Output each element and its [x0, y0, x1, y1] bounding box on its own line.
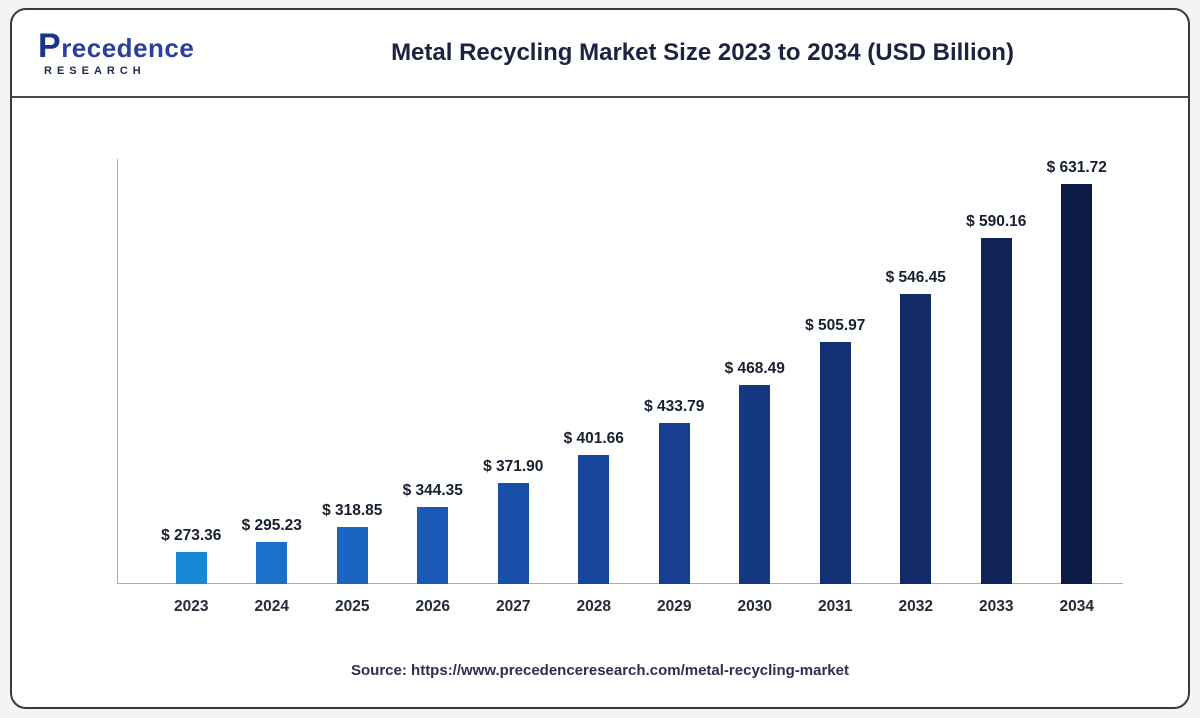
bar-value-label: $ 371.90 [483, 458, 544, 475]
chart-title: Metal Recycling Market Size 2023 to 2034… [391, 39, 1014, 66]
bar [1061, 184, 1093, 584]
bar-column: $ 401.66 2028 [554, 144, 635, 630]
bar-value-label: $ 295.23 [241, 517, 302, 534]
x-axis-line [117, 583, 1123, 584]
bar-value-label: $ 546.45 [885, 269, 946, 286]
bar [497, 483, 529, 584]
brand-subtitle: RESEARCH [44, 65, 146, 77]
x-axis-tick-label: 2033 [979, 598, 1014, 615]
bar-column: $ 318.85 2025 [312, 144, 393, 630]
x-axis-tick-label: 2028 [576, 598, 611, 615]
bar-value-label: $ 590.16 [966, 213, 1027, 230]
plot-area: $ 273.36 2023 $ 295.23 2024 $ 318.85 2025 $ 34… [117, 144, 1123, 630]
bar [256, 542, 288, 584]
bar-column: $ 371.90 2027 [473, 144, 554, 630]
bar [900, 294, 932, 584]
x-axis-tick-label: 2029 [657, 598, 692, 615]
bar-value-label: $ 505.97 [805, 317, 866, 334]
chart-card: Precedence RESEARCH Metal Recycling Mark… [10, 8, 1190, 709]
bar-column: $ 505.97 2031 [795, 144, 876, 630]
y-axis-line [117, 159, 118, 584]
source-text: Source: https://www.precedenceresearch.c… [351, 662, 849, 679]
bar-column: $ 295.23 2024 [232, 144, 313, 630]
header: Precedence RESEARCH Metal Recycling Mark… [12, 10, 1188, 98]
x-axis-tick-label: 2025 [335, 598, 370, 615]
bar [578, 455, 610, 584]
x-axis-tick-label: 2024 [254, 598, 289, 615]
brand-name: Precedence [38, 27, 195, 65]
x-axis-tick-label: 2034 [1059, 598, 1094, 615]
bar-value-label: $ 318.85 [322, 502, 383, 519]
brand-logo: Precedence RESEARCH [38, 29, 243, 77]
bar-value-label: $ 631.72 [1046, 159, 1107, 176]
x-axis-tick-label: 2023 [174, 598, 209, 615]
bar-value-label: $ 468.49 [724, 360, 785, 377]
bar-column: $ 433.79 2029 [634, 144, 715, 630]
x-axis-tick-label: 2031 [818, 598, 853, 615]
bar-value-label: $ 401.66 [563, 430, 624, 447]
bar [336, 527, 368, 584]
bar-column: $ 344.35 2026 [393, 144, 474, 630]
x-axis-tick-label: 2032 [898, 598, 933, 615]
bar-column: $ 590.16 2033 [956, 144, 1037, 630]
x-axis-tick-label: 2030 [737, 598, 772, 615]
bar-value-label: $ 273.36 [161, 527, 222, 544]
bar-value-label: $ 433.79 [644, 398, 705, 415]
bar-column: $ 468.49 2030 [715, 144, 796, 630]
chart-area: $ 273.36 2023 $ 295.23 2024 $ 318.85 2025 $ 34… [12, 98, 1188, 658]
bar [980, 238, 1012, 584]
bar-columns: $ 273.36 2023 $ 295.23 2024 $ 318.85 2025 $ 34… [151, 144, 1117, 630]
bar-column: $ 546.45 2032 [876, 144, 957, 630]
bar [819, 342, 851, 584]
x-axis-tick-label: 2026 [415, 598, 450, 615]
bar-column: $ 273.36 2023 [151, 144, 232, 630]
bar [175, 552, 207, 584]
x-axis-tick-label: 2027 [496, 598, 531, 615]
bar [417, 507, 449, 584]
bar-value-label: $ 344.35 [402, 482, 463, 499]
bar [739, 385, 771, 584]
bar-column: $ 631.72 2034 [1037, 144, 1118, 630]
bar [658, 423, 690, 584]
